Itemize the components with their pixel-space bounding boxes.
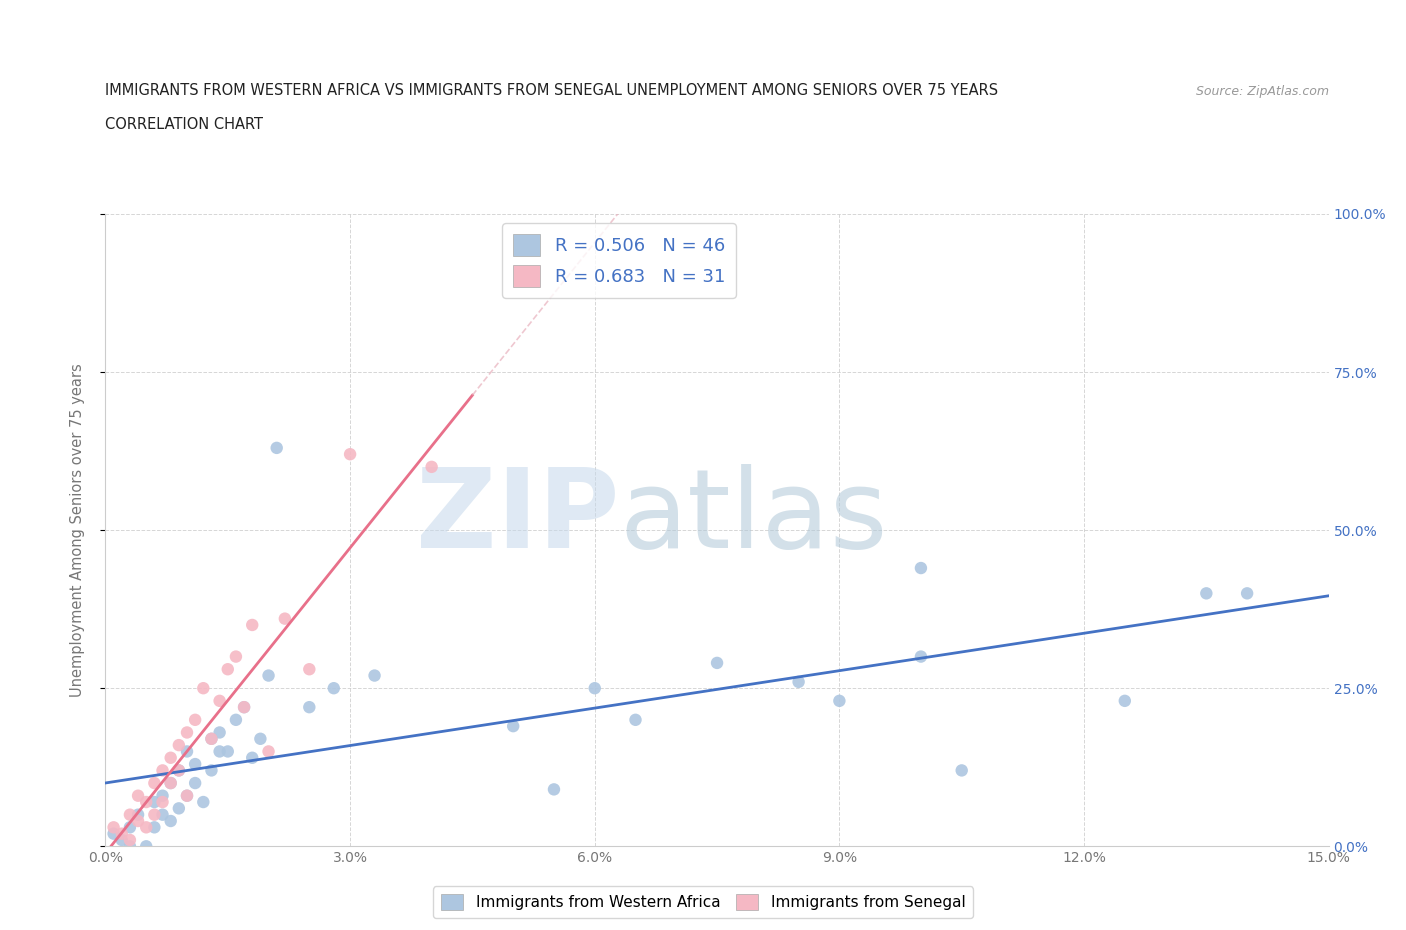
Point (274, 611, 297, 626)
Point (118, 807, 141, 822)
Point (143, 776, 166, 790)
Point (910, 561, 932, 576)
Point (217, 744, 239, 759)
Point (176, 725, 198, 740)
Point (233, 699, 256, 714)
Point (240, 618, 263, 632)
Point (706, 656, 728, 671)
Point (266, 441, 288, 456)
Point (127, 789, 149, 804)
Point (127, 807, 149, 822)
Point (167, 737, 190, 752)
Point (159, 776, 181, 790)
Point (193, 681, 215, 696)
Point (184, 757, 207, 772)
Legend: Immigrants from Western Africa, Immigrants from Senegal: Immigrants from Western Africa, Immigran… (433, 886, 973, 918)
Point (1114, 694, 1136, 709)
Text: ZIP: ZIP (416, 464, 619, 571)
Point (159, 814, 181, 829)
Point (111, 832, 134, 847)
Point (143, 794, 166, 809)
Point (339, 446, 361, 461)
Point (208, 694, 231, 709)
Point (118, 839, 141, 854)
Point (950, 763, 973, 777)
Point (257, 668, 280, 683)
Point (143, 807, 166, 822)
Y-axis label: Unemployment Among Seniors over 75 years: Unemployment Among Seniors over 75 years (70, 364, 84, 697)
Point (167, 763, 190, 777)
Point (828, 694, 851, 709)
Point (135, 794, 157, 809)
Text: CORRELATION CHART: CORRELATION CHART (105, 117, 263, 132)
Point (1195, 586, 1218, 601)
Point (176, 789, 198, 804)
Point (143, 820, 166, 835)
Point (152, 807, 174, 822)
Point (322, 681, 344, 696)
Point (420, 459, 443, 474)
Point (103, 826, 125, 841)
Point (240, 751, 263, 765)
Point (363, 668, 385, 683)
Point (135, 820, 157, 835)
Point (225, 649, 247, 664)
Point (787, 674, 810, 689)
Point (184, 712, 207, 727)
Text: atlas: atlas (619, 464, 887, 571)
Point (167, 763, 190, 777)
Text: IMMIGRANTS FROM WESTERN AFRICA VS IMMIGRANTS FROM SENEGAL UNEMPLOYMENT AMONG SEN: IMMIGRANTS FROM WESTERN AFRICA VS IMMIGR… (105, 83, 998, 98)
Point (159, 776, 181, 790)
Point (257, 744, 280, 759)
Point (200, 731, 222, 746)
Point (298, 699, 321, 714)
Point (624, 712, 647, 727)
Point (193, 794, 215, 809)
Point (910, 649, 932, 664)
Point (583, 681, 606, 696)
Point (176, 744, 198, 759)
Point (111, 826, 134, 841)
Point (127, 814, 149, 829)
Point (208, 725, 231, 740)
Point (217, 662, 239, 677)
Point (118, 832, 141, 847)
Point (502, 719, 524, 734)
Point (118, 820, 141, 835)
Point (200, 763, 222, 777)
Point (233, 699, 256, 714)
Point (152, 794, 174, 809)
Legend: R = 0.506   N = 46, R = 0.683   N = 31: R = 0.506 N = 46, R = 0.683 N = 31 (502, 223, 735, 298)
Point (167, 801, 190, 816)
Point (176, 789, 198, 804)
Point (103, 820, 125, 835)
Point (152, 789, 174, 804)
Point (159, 751, 181, 765)
Point (1236, 586, 1258, 601)
Point (298, 662, 321, 677)
Point (543, 782, 565, 797)
Point (135, 839, 157, 854)
Text: Source: ZipAtlas.com: Source: ZipAtlas.com (1195, 85, 1329, 98)
Point (184, 776, 207, 790)
Point (208, 744, 231, 759)
Point (152, 763, 174, 777)
Point (200, 731, 222, 746)
Point (249, 731, 271, 746)
Point (225, 712, 247, 727)
